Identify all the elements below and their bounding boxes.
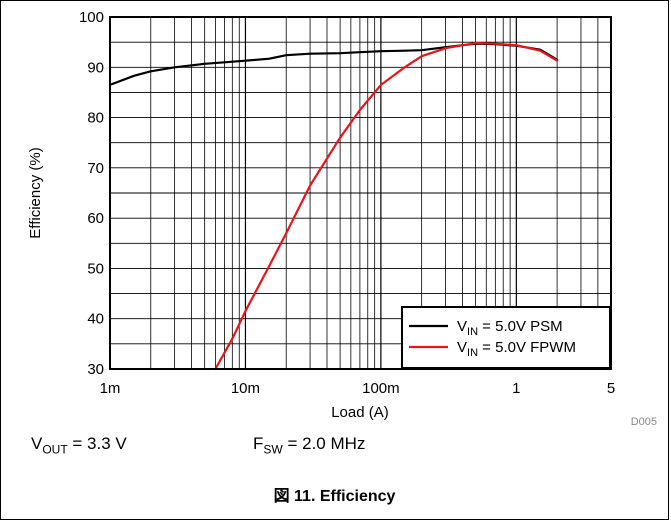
y-tick-label: 70 — [87, 160, 104, 177]
x-tick-label: 5 — [607, 380, 615, 397]
y-tick-label: 40 — [87, 311, 104, 328]
y-tick-label: 30 — [87, 361, 104, 378]
tick-labels: 1m 10m 100m 1 5 30 40 50 60 70 80 90 100 — [79, 9, 615, 397]
plot-border — [109, 16, 612, 370]
y-tick-label: 100 — [79, 9, 104, 26]
figure-caption: 図 11. Efficiency — [273, 488, 396, 505]
y-tick-label: 80 — [87, 110, 104, 127]
watermark: D005 — [631, 416, 657, 428]
x-axis-label: Load (A) — [331, 404, 389, 421]
y-axis-label: Efficiency (%) — [27, 147, 44, 238]
condition-fsw: FSW = 2.0 MHz — [253, 434, 365, 456]
x-tick-label: 1m — [100, 380, 121, 397]
condition-vout: VOUT = 3.3 V — [31, 434, 127, 456]
condition-vout-main: V — [31, 434, 43, 453]
series-line-2 — [214, 41, 559, 371]
x-tick-label: 1 — [512, 380, 520, 397]
x-tick-label: 10m — [231, 380, 260, 397]
condition-vout-value: = 3.3 V — [67, 434, 127, 453]
condition-vout-sub: OUT — [42, 442, 68, 457]
condition-fsw-main: F — [253, 434, 264, 453]
y-tick-label: 90 — [87, 59, 104, 76]
series-curves — [108, 41, 559, 371]
legend-box — [401, 306, 611, 369]
efficiency-chart: 1m 10m 100m 1 5 30 40 50 60 70 80 90 100 Load (A) Ef… — [27, 9, 657, 428]
y-tick-label: 60 — [87, 210, 104, 227]
condition-fsw-sub: SW — [263, 442, 283, 457]
x-tick-label: 100m — [362, 380, 400, 397]
y-tick-label: 50 — [87, 260, 104, 277]
legend-label-1: VIN = 5.0V PSM — [457, 318, 563, 338]
legend-label-2: VIN = 5.0V FPWM — [457, 339, 576, 359]
condition-fsw-value: = 2.0 MHz — [282, 434, 366, 453]
